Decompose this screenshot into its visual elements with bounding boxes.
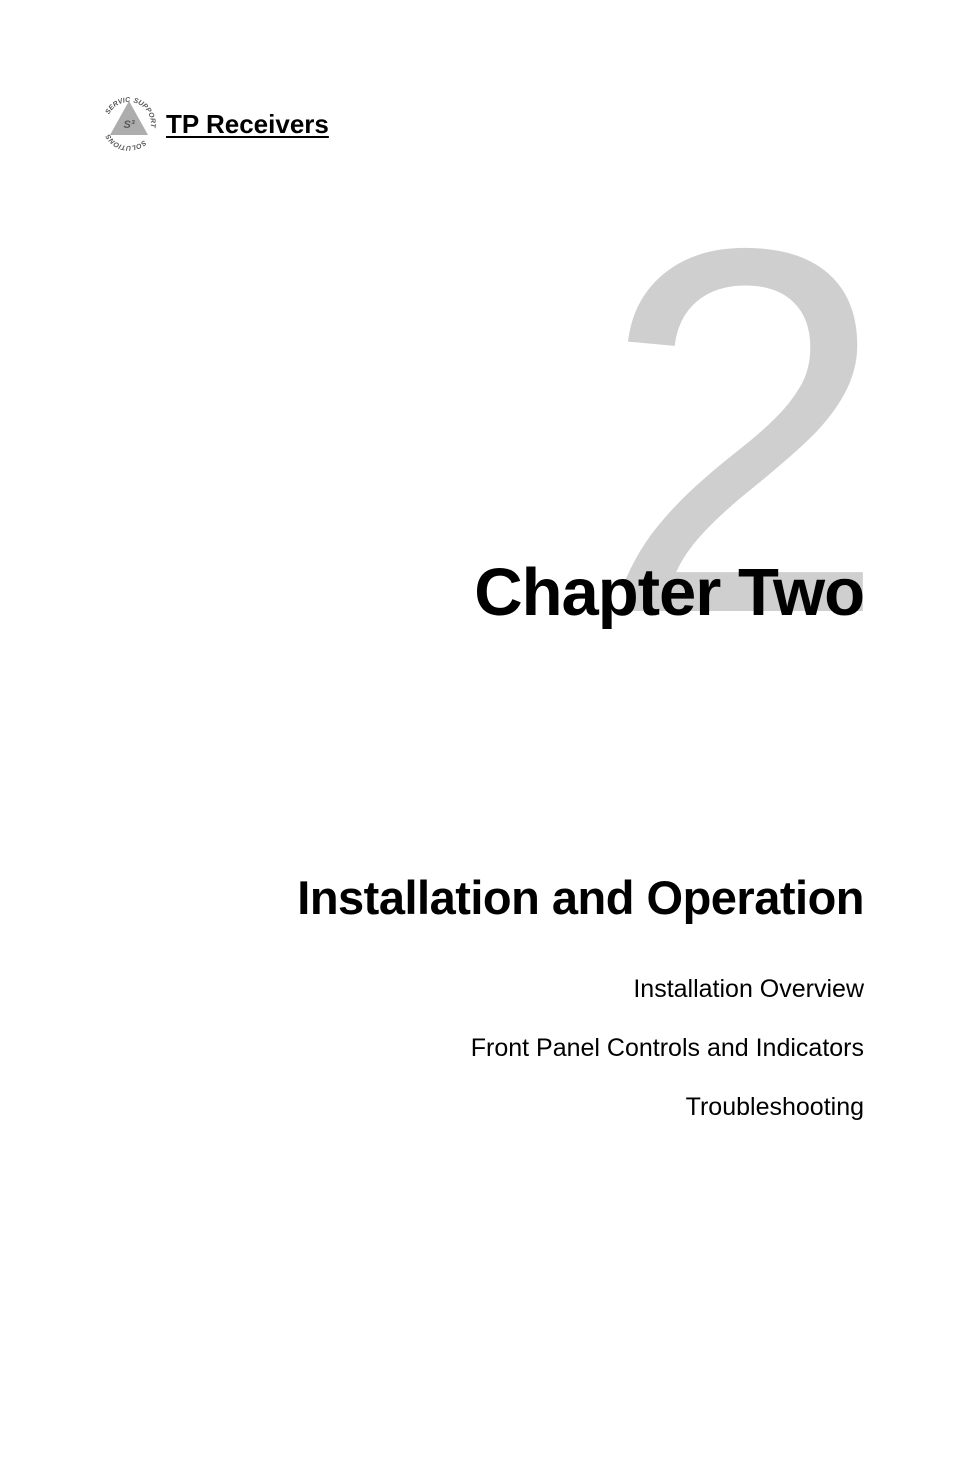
toc-item: Troubleshooting	[471, 1093, 864, 1122]
svg-text:S³: S³	[124, 119, 135, 131]
product-title: TP Receivers	[166, 109, 329, 140]
toc-item: Installation Overview	[471, 975, 864, 1004]
chapter-label: Chapter Two	[474, 554, 864, 631]
logo-icon: SERVICES SUPPORT SOLUTIONS S³	[100, 95, 158, 153]
logo-area: SERVICES SUPPORT SOLUTIONS S³ TP Receive…	[100, 95, 329, 153]
section-title: Installation and Operation	[297, 870, 864, 925]
svg-text:SOLUTIONS: SOLUTIONS	[105, 132, 147, 151]
toc-list: Installation Overview Front Panel Contro…	[471, 975, 864, 1152]
toc-item: Front Panel Controls and Indicators	[471, 1034, 864, 1063]
